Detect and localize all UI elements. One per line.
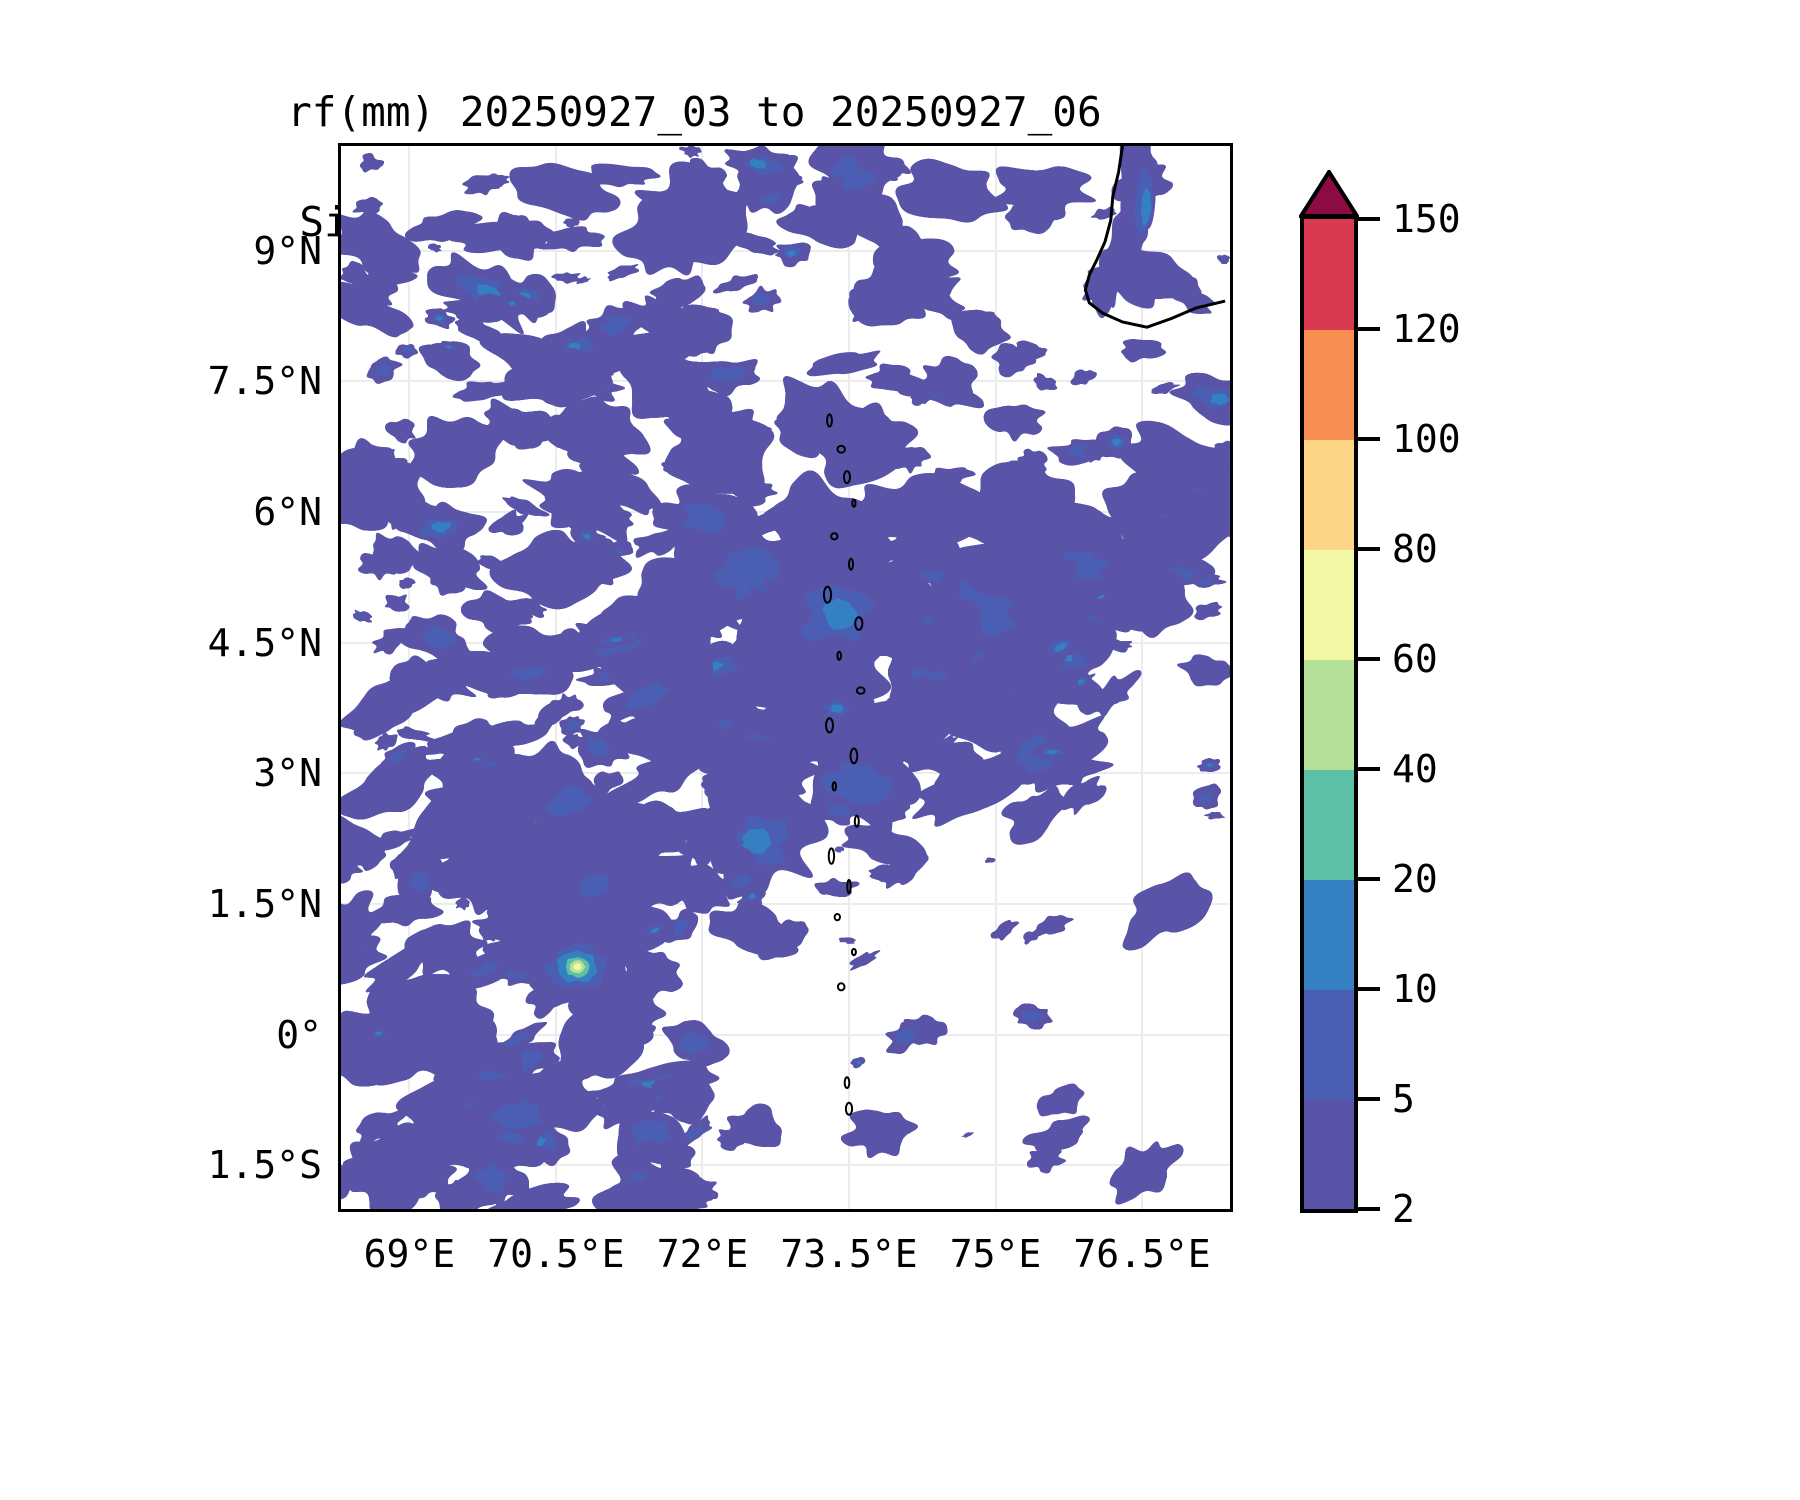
y-tick-label: 3°N xyxy=(253,751,322,796)
rainfall-map-axes[interactable] xyxy=(338,143,1233,1212)
x-tick-label: 72°E xyxy=(656,1232,749,1276)
y-tick-label: 1.5°S xyxy=(207,1143,322,1188)
colorbar-tick xyxy=(1358,547,1380,551)
colorbar-tick xyxy=(1358,327,1380,331)
map-clip xyxy=(341,146,1230,1209)
colorbar-segment xyxy=(1304,659,1354,770)
colorbar-tick-label: 150 xyxy=(1392,197,1461,241)
colorbar-body xyxy=(1300,215,1358,1213)
colorbar-tick xyxy=(1358,217,1380,221)
x-tick-label: 70.5°E xyxy=(487,1232,625,1276)
colorbar-tick-label: 120 xyxy=(1392,307,1461,351)
y-tick-label: 0° xyxy=(276,1012,322,1057)
gridline-vertical xyxy=(1141,146,1144,1209)
x-tick-label: 69°E xyxy=(363,1232,456,1276)
colorbar-tick xyxy=(1358,767,1380,771)
y-tick-label: 7.5°N xyxy=(207,359,322,404)
colorbar-tick xyxy=(1358,1097,1380,1101)
colorbar-tick-label: 10 xyxy=(1392,967,1438,1011)
colorbar-segment xyxy=(1304,439,1354,550)
y-tick-label: 1.5°N xyxy=(207,882,322,927)
colorbar-tick-label: 20 xyxy=(1392,857,1438,901)
colorbar-tick xyxy=(1358,1207,1380,1211)
gridline-horizontal xyxy=(341,1033,1230,1036)
colorbar-segment xyxy=(1304,879,1354,990)
chart-title-line1: rf(mm) 20250927_03 to 20250927_06 xyxy=(287,88,1102,136)
colorbar-tick-label: 40 xyxy=(1392,747,1438,791)
gridline-horizontal xyxy=(341,1164,1230,1167)
colorbar-segment xyxy=(1304,989,1354,1100)
colorbar-segment xyxy=(1304,329,1354,440)
colorbar-tick-label: 5 xyxy=(1392,1077,1415,1121)
colorbar-tick-label: 80 xyxy=(1392,527,1438,571)
colorbar-tick-label: 2 xyxy=(1392,1187,1415,1231)
colorbar-segment xyxy=(1304,549,1354,660)
x-tick-label: 73.5°E xyxy=(780,1232,918,1276)
colorbar-segment xyxy=(1304,1099,1354,1209)
colorbar-extend-arrow xyxy=(1299,170,1359,218)
precipitation-contour-field xyxy=(341,146,1230,1209)
colorbar-tick xyxy=(1358,437,1380,441)
gridline-horizontal xyxy=(341,903,1230,906)
colorbar-tick-label: 60 xyxy=(1392,637,1438,681)
colorbar-tick-label: 100 xyxy=(1392,417,1461,461)
y-tick-label: 9°N xyxy=(253,228,322,273)
y-tick-label: 6°N xyxy=(253,489,322,534)
y-tick-label: 4.5°N xyxy=(207,620,322,665)
x-tick-label: 75°E xyxy=(949,1232,1042,1276)
colorbar-segment xyxy=(1304,219,1354,330)
colorbar[interactable]: 2 5 10 20 40 60 80 100 120 150 xyxy=(1299,170,1461,1231)
colorbar-tick xyxy=(1358,877,1380,881)
colorbar-tick xyxy=(1358,987,1380,991)
x-tick-label: 76.5°E xyxy=(1073,1232,1211,1276)
colorbar-segment xyxy=(1304,769,1354,880)
colorbar-tick xyxy=(1358,657,1380,661)
